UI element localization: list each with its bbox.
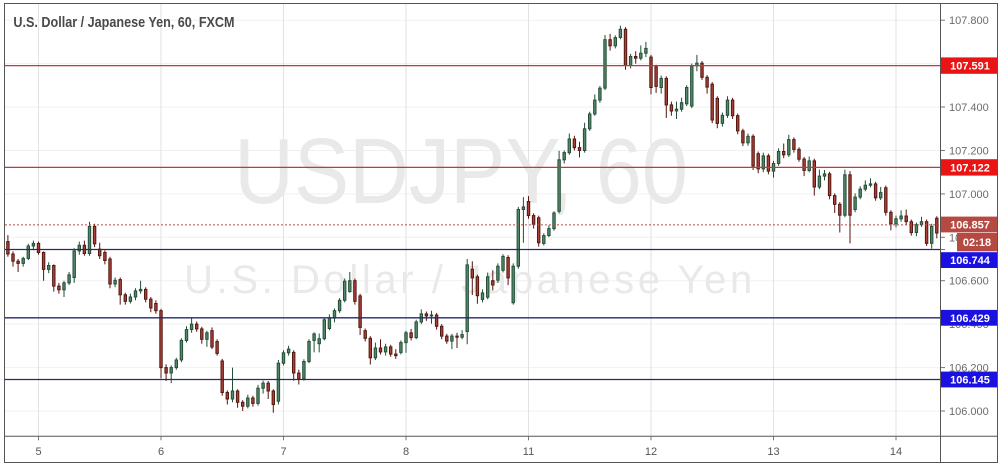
svg-text:12: 12 <box>645 446 657 458</box>
svg-text:107.591: 107.591 <box>950 61 990 73</box>
svg-text:106.600: 106.600 <box>949 276 989 288</box>
svg-text:USDJPY, 60: USDJPY, 60 <box>234 118 688 223</box>
svg-text:14: 14 <box>890 446 902 458</box>
svg-text:106.000: 106.000 <box>949 406 989 418</box>
svg-text:02:18: 02:18 <box>963 237 991 249</box>
svg-text:8: 8 <box>403 446 409 458</box>
svg-text:107.000: 107.000 <box>949 189 989 201</box>
svg-text:U.S. Dollar / Japanese Yen: U.S. Dollar / Japanese Yen <box>184 258 756 302</box>
svg-text:7: 7 <box>280 446 286 458</box>
svg-text:106.145: 106.145 <box>950 375 990 387</box>
svg-text:107.200: 107.200 <box>949 146 989 158</box>
svg-text:11: 11 <box>523 446 534 458</box>
svg-text:107.400: 107.400 <box>949 102 989 114</box>
svg-text:13: 13 <box>767 446 779 458</box>
svg-text:106.429: 106.429 <box>950 313 990 325</box>
svg-text:106.857: 106.857 <box>950 220 990 232</box>
svg-text:5: 5 <box>35 446 41 458</box>
svg-text:106.744: 106.744 <box>950 255 991 267</box>
svg-text:U.S. Dollar / Japanese Yen, 60: U.S. Dollar / Japanese Yen, 60, FXCM <box>13 14 234 30</box>
svg-text:107.122: 107.122 <box>950 162 990 174</box>
svg-text:107.800: 107.800 <box>949 15 989 27</box>
svg-text:6: 6 <box>158 446 164 458</box>
